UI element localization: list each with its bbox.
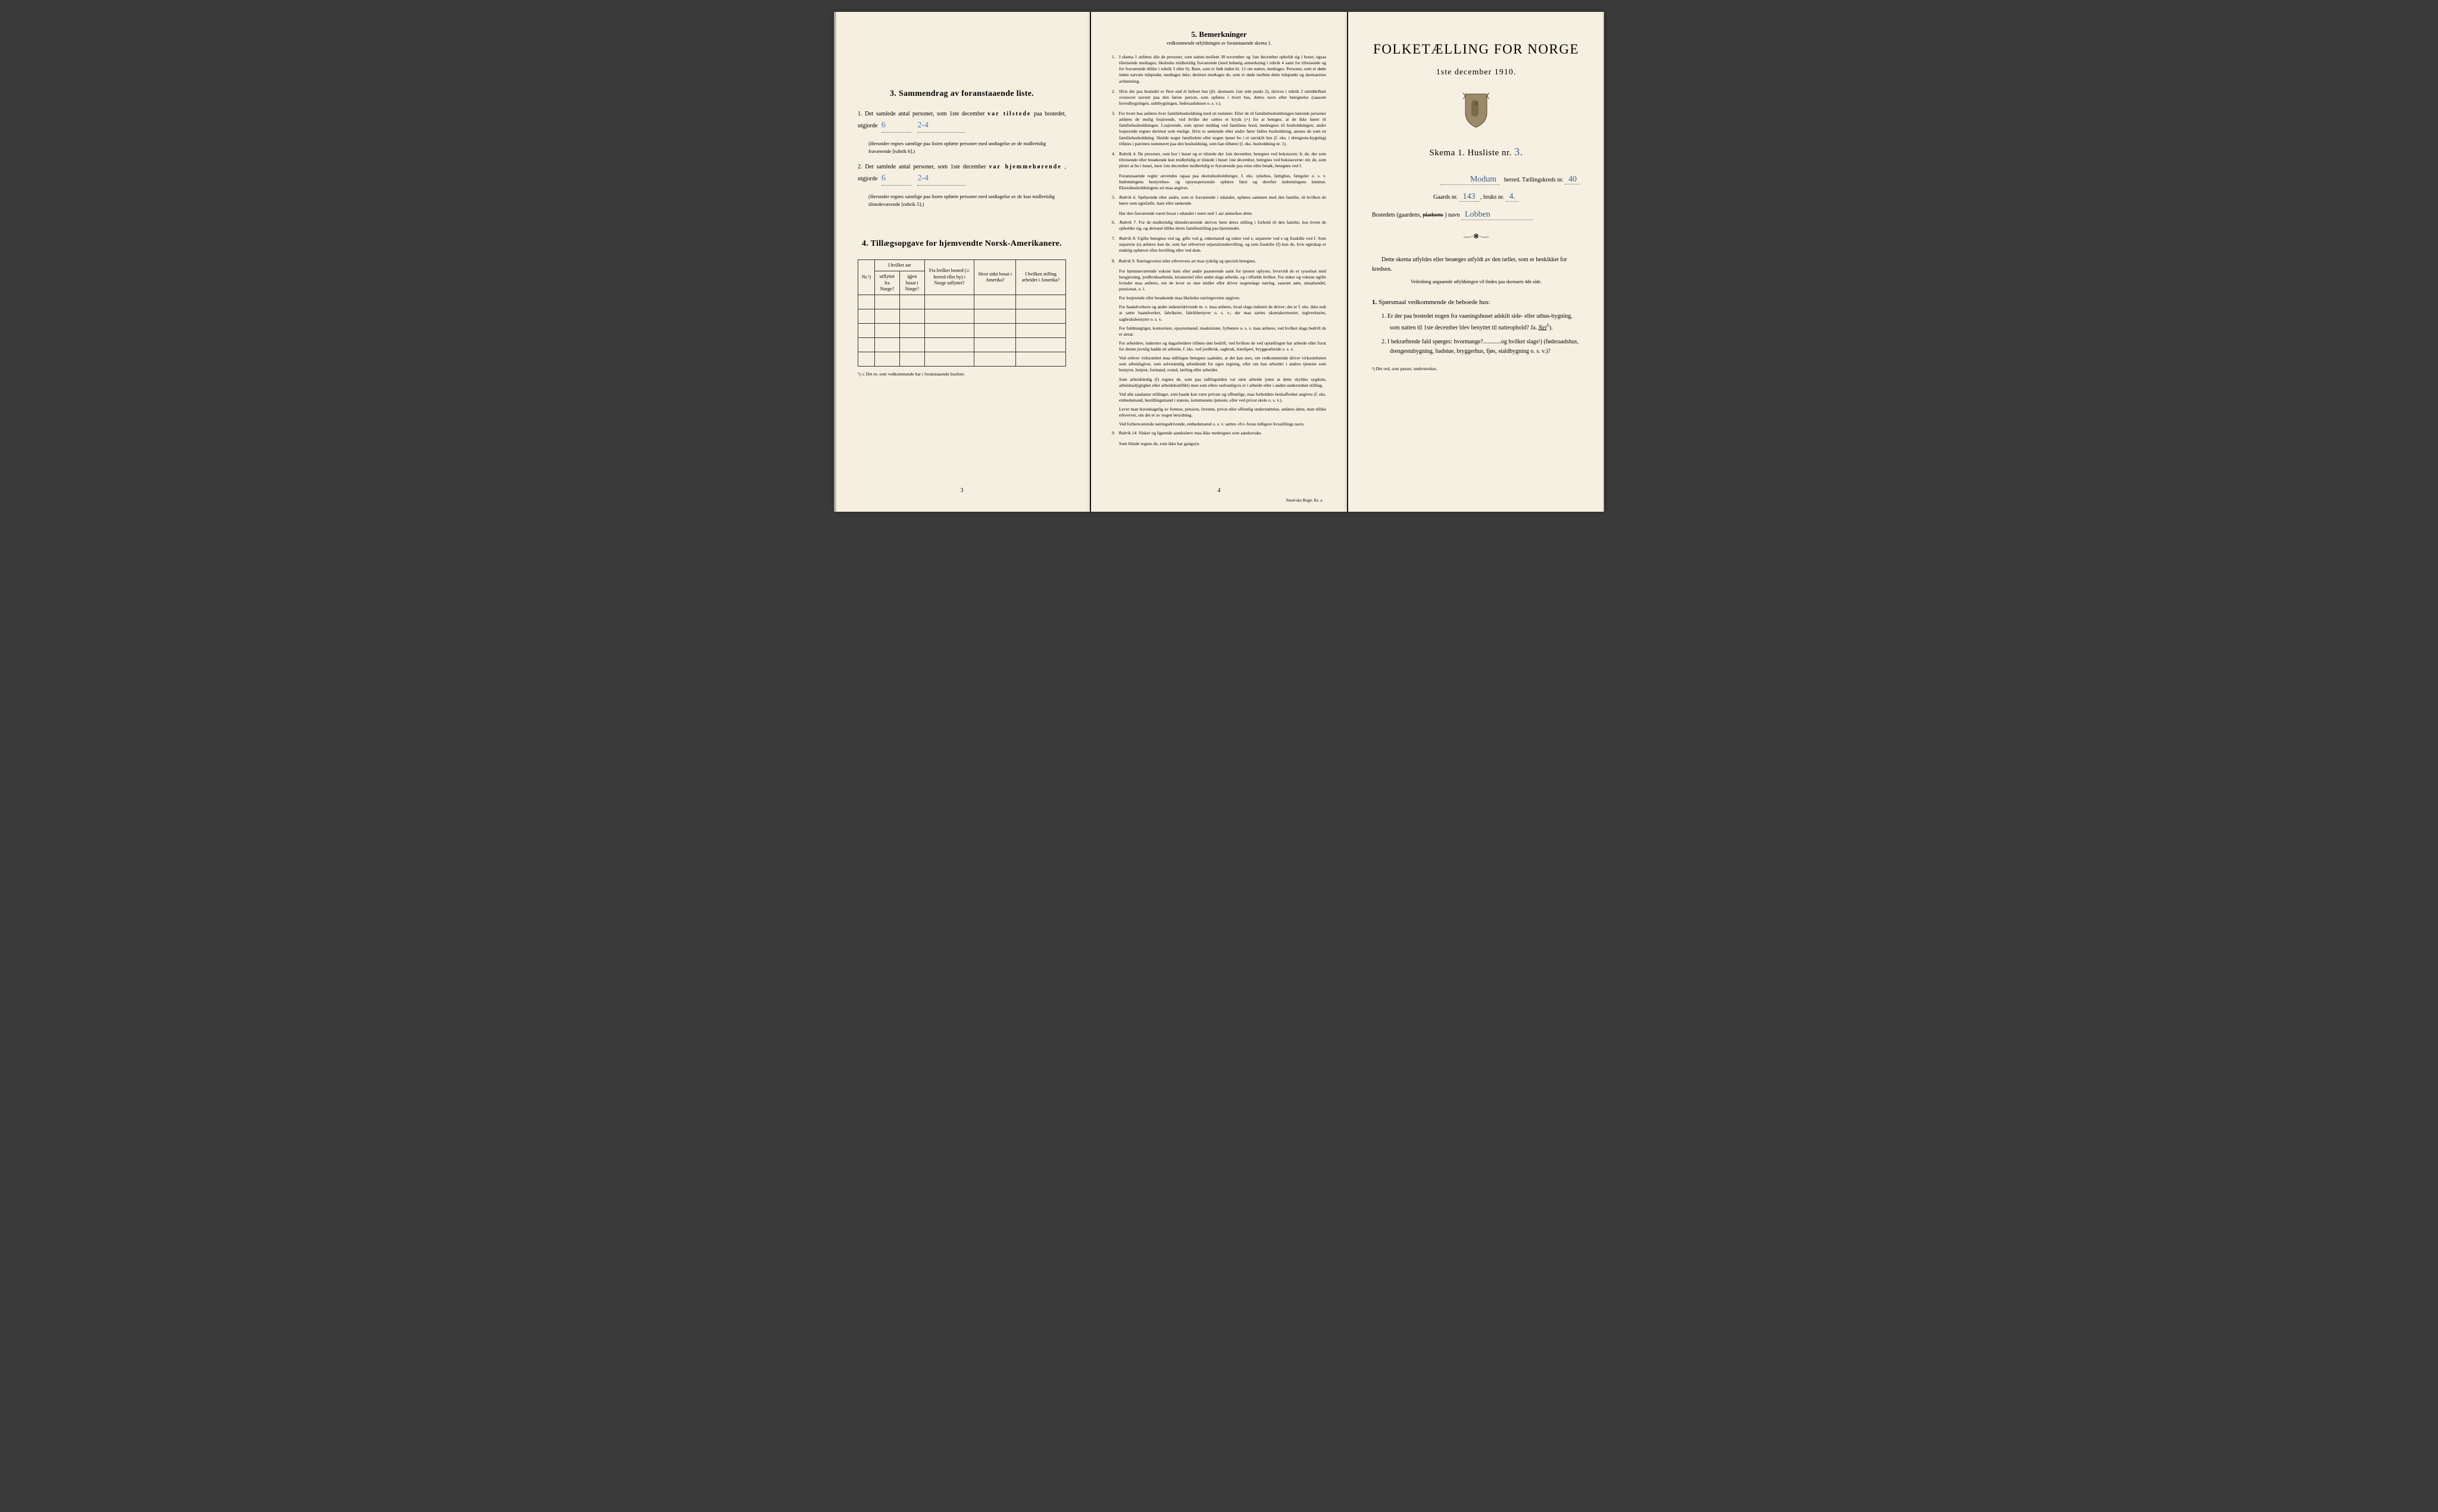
norway-crest-icon bbox=[1461, 92, 1492, 129]
page-edge-right bbox=[1603, 12, 1606, 512]
remark-para: Har den fraværende været bosat i utlande… bbox=[1112, 211, 1326, 217]
instruction-para: Dette skema utfyldes eller besørges utfy… bbox=[1372, 255, 1580, 274]
main-title: FOLKETÆLLING FOR NORGE bbox=[1372, 42, 1580, 57]
q1-answer: Nei bbox=[1539, 324, 1547, 331]
crest-container bbox=[1372, 92, 1580, 132]
item2-bold: var hjemmehørende bbox=[989, 164, 1061, 170]
imprint: Steen'ske Bogtr. Kr. a. bbox=[1286, 498, 1323, 503]
item2-note: (Herunder regnes samtlige paa listen opf… bbox=[868, 193, 1066, 208]
question-1: 1. Er der paa bostedet nogen fra vaaning… bbox=[1381, 312, 1580, 333]
remark-para: Ved forhenværende næringsdrivende, embed… bbox=[1112, 421, 1326, 427]
table-row bbox=[858, 324, 1066, 338]
bruk-prefix: , bruks nr. bbox=[1480, 194, 1504, 201]
remark-para: Som blinde regnes de, som ikke har gangs… bbox=[1112, 441, 1326, 447]
page-middle: 5. Bemerkninger vedkommende utfyldningen… bbox=[1091, 12, 1347, 512]
item2: 2. Det samlede antal personer, som 1ste … bbox=[858, 162, 1066, 186]
husliste-nr: 3. bbox=[1514, 146, 1523, 158]
question-2: 2. I bekræftende fald spørges: hvormange… bbox=[1381, 337, 1580, 356]
remark-para: 9. Rubrik 14. Sinker og lignende aandssl… bbox=[1112, 430, 1326, 436]
gaard-line: Gaards nr. 143 , bruks nr. 4. bbox=[1372, 192, 1580, 202]
remarks-list: 1. I skema 1 anføres alle de personer, s… bbox=[1112, 54, 1326, 447]
table-row bbox=[858, 309, 1066, 324]
remark-para: Lever man hovedsagelig av formue, pensio… bbox=[1112, 406, 1326, 418]
remark-para: 8. Rubrik 9. Næringsveien eller erhverve… bbox=[1112, 258, 1326, 264]
remark-para: For hjemmeværende voksne barn eller andr… bbox=[1112, 268, 1326, 293]
bosted-suffix: ) navn bbox=[1445, 212, 1459, 218]
remark-item: 1. I skema 1 anføres alle de personer, s… bbox=[1112, 54, 1326, 84]
item1: 1. Det samlede antal personer, som 1ste … bbox=[858, 109, 1066, 133]
remark-item: 2. Hvis der paa bostedet er flere end ét… bbox=[1112, 89, 1326, 107]
remark-para: Ved enhver virksomhet maa stillingen bet… bbox=[1112, 355, 1326, 373]
page-number-4: 4 bbox=[1218, 487, 1221, 494]
item2-prefix: 2. Det samlede antal personer, som 1ste … bbox=[858, 164, 989, 170]
question-heading: 1. Spørsmaal vedkommende de beboede hus: bbox=[1372, 299, 1580, 306]
th-nr: Nr.¹) bbox=[858, 259, 875, 295]
th-sidst: Hvor sidst bosat i Amerika? bbox=[974, 259, 1016, 295]
item1-bold: var tilstede bbox=[987, 111, 1031, 117]
remark-para: For haandverkere og andre industridriven… bbox=[1112, 304, 1326, 322]
herred-val: Modum bbox=[1440, 175, 1500, 185]
amerika-table: Nr.¹) I hvilket aar Fra hvilket bosted (… bbox=[858, 259, 1066, 367]
remark-para: Foranstaaende regler anvendes ogsaa paa … bbox=[1112, 173, 1326, 191]
remark-para: For arbeidere, inderster og dagarbeidere… bbox=[1112, 340, 1326, 352]
skema-prefix: Skema 1. Husliste nr. bbox=[1429, 148, 1511, 158]
bosted-struck: pladsens bbox=[1423, 212, 1443, 218]
item1-val2: 2-4 bbox=[917, 119, 965, 133]
item2-val2: 2-4 bbox=[917, 172, 965, 186]
skema-line: Skema 1. Husliste nr. 3. bbox=[1372, 146, 1580, 158]
remark-para: Som arbeidsledig (l) regnes de, som paa … bbox=[1112, 377, 1326, 389]
herred-label: herred. Tællingskreds nr. bbox=[1504, 177, 1564, 183]
item1-prefix: 1. Det samlede antal personer, som 1ste … bbox=[858, 111, 987, 117]
section3-heading: 3. Sammendrag av foranstaaende liste. bbox=[858, 89, 1066, 99]
th-bosted: Fra hvilket bosted (ɔ: herred eller by) … bbox=[924, 259, 974, 295]
kreds-nr: 40 bbox=[1565, 175, 1580, 184]
page-edge bbox=[834, 12, 836, 512]
section4-heading: 4. Tillægsopgave for hjemvendte Norsk-Am… bbox=[858, 239, 1066, 249]
remarks-sub: vedkommende utfyldningen av foranstaaend… bbox=[1112, 40, 1326, 46]
bosted-label: Bostedets (gaardens, bbox=[1372, 212, 1421, 218]
table-row bbox=[858, 295, 1066, 309]
section4-footnote: ¹) ɔ: Det nr. som vedkommende har i fora… bbox=[858, 371, 1066, 377]
divider-ornament: ―·❋·― bbox=[1372, 232, 1580, 241]
page-left: 3. Sammendrag av foranstaaende liste. 1.… bbox=[834, 12, 1090, 512]
herred-line: Modum herred. Tællingskreds nr. 40 bbox=[1372, 175, 1580, 185]
item1-note: (Herunder regnes samtlige paa listen opf… bbox=[868, 140, 1066, 155]
right-footnote: ¹) Det ord, som passer, understrekes. bbox=[1372, 366, 1580, 371]
remark-para: For losjerende eller besøkende maa likel… bbox=[1112, 295, 1326, 301]
th-igjen: igjen bosat i Norge? bbox=[899, 271, 924, 295]
remark-item: 3. For hvert hus anføres hver familiehus… bbox=[1112, 111, 1326, 147]
th-aar: I hvilket aar bbox=[874, 259, 924, 271]
item1-val1: 6 bbox=[882, 119, 911, 133]
gaard-prefix: Gaards nr. bbox=[1433, 194, 1458, 201]
date-line: 1ste december 1910. bbox=[1372, 68, 1580, 77]
table-row bbox=[858, 352, 1066, 367]
remark-para: 5. Rubrik 6. Sjøfarende eller andre, som… bbox=[1112, 195, 1326, 206]
gaard-nr: 143 bbox=[1459, 192, 1479, 202]
item2-val1: 6 bbox=[882, 172, 911, 186]
th-stilling: I hvilken stilling arbeidet i Amerika? bbox=[1016, 259, 1066, 295]
remark-para: 7. Rubrik 8. Ugifte betegnes ved ug, gif… bbox=[1112, 236, 1326, 253]
q2-text: I bekræftende fald spørges: hvormange?..… bbox=[1387, 339, 1579, 355]
bruks-nr: 4. bbox=[1506, 192, 1520, 202]
page-number-3: 3 bbox=[961, 487, 964, 494]
bosted-val: Lobben bbox=[1461, 210, 1533, 220]
small-instruction: Veiledning angaaende utfyldningen vil fi… bbox=[1372, 279, 1580, 284]
th-utflyttet: utflyttet fra Norge? bbox=[874, 271, 899, 295]
document-container: 3. Sammendrag av foranstaaende liste. 1.… bbox=[834, 12, 1604, 512]
page-right: FOLKETÆLLING FOR NORGE 1ste december 191… bbox=[1348, 12, 1604, 512]
q-heading-text: Spørsmaal vedkommende de beboede hus: bbox=[1379, 299, 1490, 306]
table-row bbox=[858, 338, 1066, 352]
remarks-heading: 5. Bemerkninger bbox=[1112, 30, 1326, 39]
remark-para: 6. Rubrik 7. For de midlertidig tilstede… bbox=[1112, 220, 1326, 231]
remark-item: 4. Rubrik 4. De personer, som bor i huse… bbox=[1112, 151, 1326, 169]
bosted-line: Bostedets (gaardens, pladsens ) navn Lob… bbox=[1372, 210, 1580, 220]
remark-para: Ved alle saadanne stillinger, som baade … bbox=[1112, 392, 1326, 403]
remark-para: For fuldmægtiger, kontorister, opsynsmæn… bbox=[1112, 325, 1326, 337]
